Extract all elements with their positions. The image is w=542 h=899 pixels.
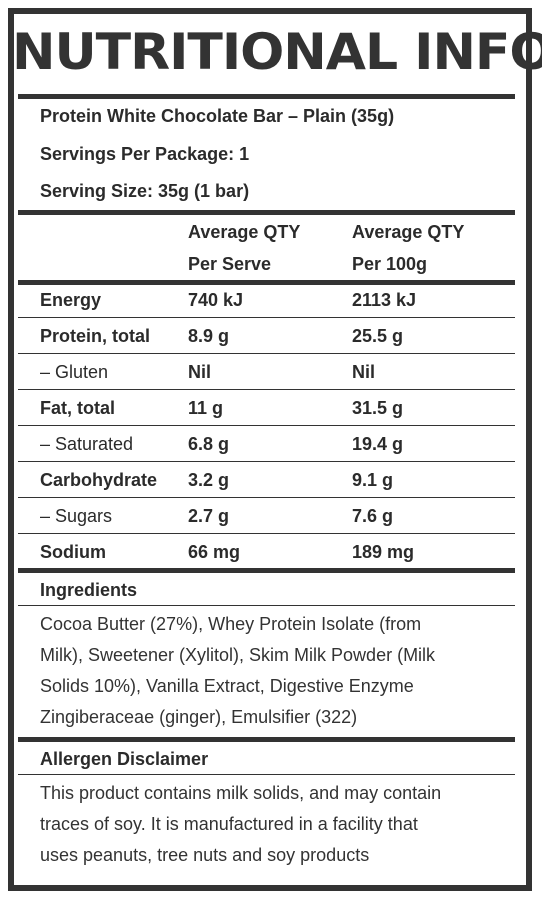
divider	[18, 280, 515, 285]
row-per-serve-value: 11 g	[188, 398, 224, 418]
row-per-100g-value: 19.4 g	[352, 434, 404, 454]
divider	[18, 774, 515, 775]
row-per-serve-value: 8.9 g	[188, 326, 230, 346]
row-divider	[18, 497, 515, 498]
ingredients-line: Milk), Sweetener (Xylitol), Skim Milk Po…	[40, 645, 436, 665]
row-per-100g-value: 9.1 g	[352, 470, 394, 490]
allergen-heading: Allergen Disclaimer	[40, 749, 209, 769]
row-per-serve-value: 66 mg	[188, 542, 241, 562]
ingredients-line: Cocoa Butter (27%), Whey Protein Isolate…	[40, 614, 422, 634]
col-per-100g-header-line2: Per 100g	[352, 254, 428, 274]
row-per-serve-value: 740 kJ	[188, 290, 244, 310]
allergen-text: This product contains milk solids, and m…	[40, 778, 510, 871]
row-per-serve-value: 3.2 g	[188, 470, 230, 490]
ingredients-line: Solids 10%), Vanilla Extract, Digestive …	[40, 676, 414, 696]
allergen-line: traces of soy. It is manufactured in a f…	[40, 814, 418, 834]
ingredients-text: Cocoa Butter (27%), Whey Protein Isolate…	[40, 609, 510, 733]
divider	[18, 94, 515, 99]
row-label: Energy	[40, 290, 102, 310]
product-name: Protein White Chocolate Bar – Plain (35g…	[40, 106, 395, 126]
row-divider	[18, 461, 515, 462]
row-per-100g-value: 2113 kJ	[352, 290, 417, 310]
row-per-100g-value: 25.5 g	[352, 326, 404, 346]
row-per-100g-value: 31.5 g	[352, 398, 404, 418]
divider	[18, 737, 515, 742]
row-divider	[18, 533, 515, 534]
row-divider	[18, 389, 515, 390]
divider	[18, 605, 515, 606]
row-divider	[18, 425, 515, 426]
col-per-serve-header-line1: Average QTY	[188, 222, 301, 242]
servings-per-package: Servings Per Package: 1	[40, 144, 250, 164]
row-per-100g-value: 189 mg	[352, 542, 415, 562]
row-label: – Sugars	[40, 506, 113, 526]
allergen-line: This product contains milk solids, and m…	[40, 783, 442, 803]
row-label: – Gluten	[40, 362, 109, 382]
row-per-serve-value: 6.8 g	[188, 434, 230, 454]
row-label: Protein, total	[40, 326, 151, 346]
row-label: Sodium	[40, 542, 106, 562]
page-title: NUTRITIONAL INFO	[12, 23, 542, 81]
row-per-100g-value: 7.6 g	[352, 506, 394, 526]
row-divider	[18, 353, 515, 354]
row-label: – Saturated	[40, 434, 134, 454]
row-per-100g-value: Nil	[352, 362, 376, 382]
row-label: Fat, total	[40, 398, 115, 418]
col-per-serve-header-line2: Per Serve	[188, 254, 272, 274]
row-label: Carbohydrate	[40, 470, 158, 490]
ingredients-line: Zingiberaceae (ginger), Emulsifier (322)	[40, 707, 358, 727]
serving-size: Serving Size: 35g (1 bar)	[40, 181, 250, 201]
col-per-100g-header-line1: Average QTY	[352, 222, 465, 242]
divider	[18, 210, 515, 215]
row-divider	[18, 317, 515, 318]
divider	[18, 568, 515, 573]
ingredients-heading: Ingredients	[40, 580, 138, 600]
row-per-serve-value: Nil	[188, 362, 212, 382]
nutrition-panel	[8, 8, 532, 891]
allergen-line: uses peanuts, tree nuts and soy products	[40, 845, 370, 865]
row-per-serve-value: 2.7 g	[188, 506, 230, 526]
